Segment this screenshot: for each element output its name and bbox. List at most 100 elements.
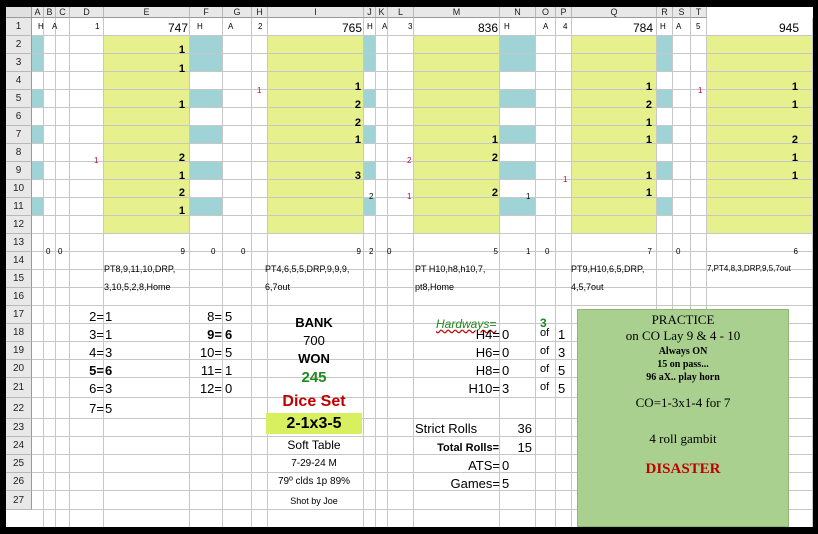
row-header-4[interactable]: 4 (6, 72, 32, 90)
row-header-23[interactable]: 23 (6, 419, 32, 437)
cell-g1: 2 (258, 22, 263, 31)
row-header-24[interactable]: 24 (6, 437, 32, 455)
cell-i10: 2 (369, 192, 374, 201)
row-header-17[interactable]: 17 (6, 306, 32, 324)
row-header-7[interactable]: 7 (6, 126, 32, 144)
cell-l7: 1 (491, 134, 498, 146)
column-header-s[interactable]: S (673, 7, 691, 18)
column-header-j[interactable]: J (364, 7, 376, 18)
teal-stripe (364, 90, 376, 108)
row-gridline (32, 509, 813, 510)
cell-q1: H (660, 22, 666, 31)
row-header-20[interactable]: 20 (6, 360, 32, 378)
row-header-6[interactable]: 6 (6, 108, 32, 126)
column-header-c[interactable]: C (56, 7, 70, 18)
cell-t1: 945 (778, 21, 799, 35)
row-gridline (32, 251, 813, 252)
row-header-27[interactable]: 27 (6, 491, 32, 510)
practice-notes-box: PRACTICE on CO Lay 9 & 4 - 10 Always ON … (577, 309, 789, 527)
cell-t4: 1 (791, 81, 798, 93)
cell-f13: 0 (241, 247, 246, 256)
column-header-m[interactable]: M (414, 7, 500, 18)
teal-stripe (657, 162, 673, 180)
row-header-9[interactable]: 9 (6, 162, 32, 180)
count-label: 7= (89, 401, 104, 416)
column-header-t[interactable]: T (691, 7, 707, 18)
cell-c8: 1 (94, 156, 99, 165)
row-header-19[interactable]: 19 (6, 342, 32, 360)
column-header-a[interactable]: A (32, 7, 44, 18)
cell-r1: A (676, 22, 682, 31)
row-gridline (32, 35, 813, 36)
row-gridline (32, 197, 813, 198)
row-header-11[interactable]: 11 (6, 198, 32, 216)
cell-d10: 2 (178, 187, 185, 199)
row-header-3[interactable]: 3 (6, 54, 32, 72)
column-header-n[interactable]: N (500, 7, 536, 18)
teal-stripe (190, 54, 223, 72)
teal-stripe (190, 36, 223, 54)
row-header-15[interactable]: 15 (6, 270, 32, 288)
row-gridline (32, 490, 813, 491)
col-gridline (103, 18, 104, 527)
row-header-2[interactable]: 2 (6, 36, 32, 54)
hardway-target: 1 (558, 327, 566, 342)
teal-stripe (500, 36, 536, 54)
cell-h5: 2 (354, 99, 361, 111)
column-header-f[interactable]: F (190, 7, 223, 18)
row-gridline (32, 418, 813, 419)
column-header-p[interactable]: P (556, 7, 572, 18)
row-gridline (32, 89, 813, 90)
row-header-5[interactable]: 5 (6, 90, 32, 108)
count-value: 1 (225, 363, 233, 378)
cell-p9: 1 (645, 170, 652, 182)
row-header-22[interactable]: 22 (6, 398, 32, 419)
note-game3-line1: PT H10,h8,h10,7, (415, 264, 486, 274)
row-header-8[interactable]: 8 (6, 144, 32, 162)
practice-line-8: DISASTER (645, 461, 721, 477)
count-label: 5= (89, 363, 104, 378)
column-header-e[interactable]: E (104, 7, 190, 18)
row-header-16[interactable]: 16 (6, 288, 32, 306)
col-gridline (363, 18, 364, 527)
count-label: 4= (89, 345, 104, 360)
col-gridline (251, 18, 252, 527)
column-header-l[interactable]: L (388, 7, 414, 18)
cell-h9: 3 (354, 170, 361, 182)
column-header-d[interactable]: D (70, 7, 104, 18)
column-header-g[interactable]: G (223, 7, 252, 18)
row-gridline (32, 233, 813, 234)
column-header-b[interactable]: B (44, 7, 56, 18)
column-header-h[interactable]: H (252, 7, 268, 18)
practice-line-7: 4 roll gambit (649, 431, 717, 446)
column-header-o[interactable]: O (536, 7, 556, 18)
col-gridline (555, 18, 556, 527)
count-label: 3= (89, 327, 104, 342)
row-header-18[interactable]: 18 (6, 324, 32, 342)
col-gridline (43, 18, 44, 527)
column-header-q[interactable]: Q (572, 7, 657, 18)
row-header-26[interactable]: 26 (6, 473, 32, 491)
cell-e1: H (197, 22, 203, 31)
column-header-r[interactable]: R (657, 7, 673, 18)
hardway-of: of (540, 381, 550, 393)
cell-d5: 1 (178, 99, 185, 111)
count-label: 11= (200, 363, 222, 378)
column-header-k[interactable]: K (376, 7, 388, 18)
column-header-i[interactable]: I (268, 7, 364, 18)
teal-stripe (657, 198, 673, 216)
row-header-12[interactable]: 12 (6, 216, 32, 234)
row-header-13[interactable]: 13 (6, 234, 32, 252)
row-header-10[interactable]: 10 (6, 180, 32, 198)
row-header-1[interactable]: 1 (6, 18, 32, 36)
cell-k10: 1 (407, 192, 412, 201)
select-all-corner[interactable] (6, 7, 32, 18)
teal-stripe (364, 162, 376, 180)
row-header-25[interactable]: 25 (6, 455, 32, 473)
cell-k8: 2 (407, 156, 412, 165)
row-header-21[interactable]: 21 (6, 378, 32, 398)
cell-m13: 1 (526, 247, 531, 256)
shooter: Shot by Joe (290, 496, 338, 506)
row-header-14[interactable]: 14 (6, 252, 32, 270)
